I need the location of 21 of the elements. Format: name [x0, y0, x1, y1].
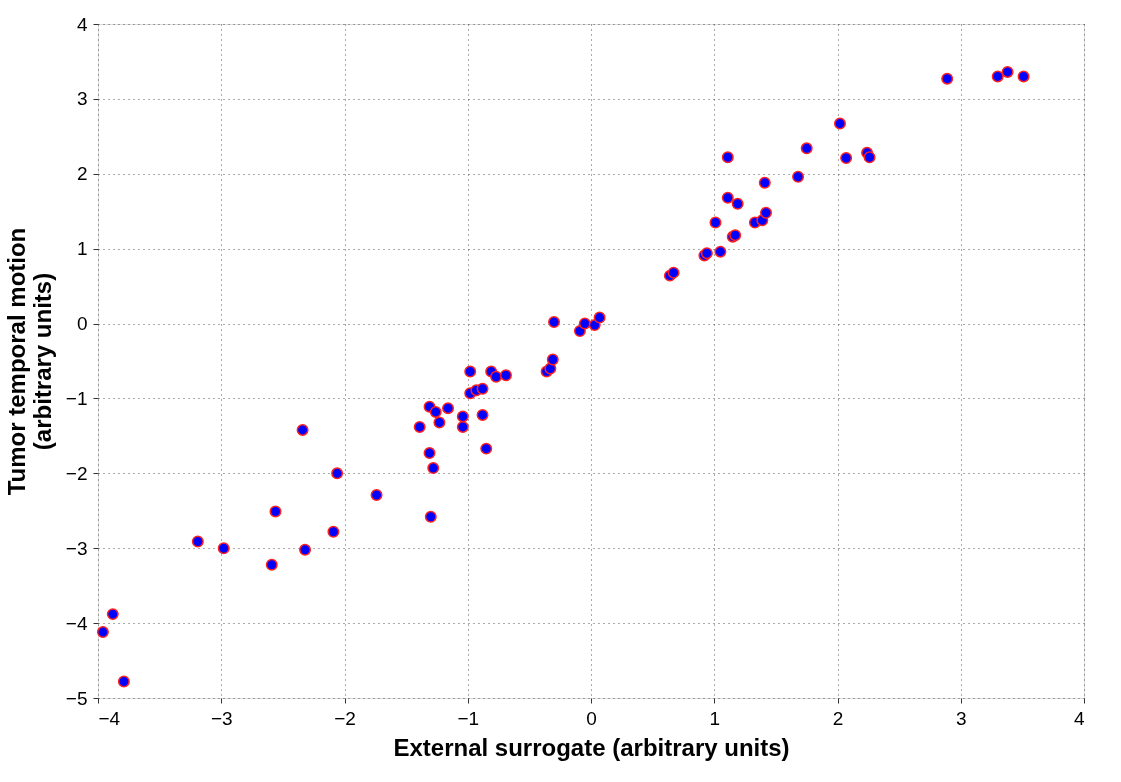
x-tick-label: 4	[1073, 707, 1085, 729]
y-tick-label: 1	[76, 238, 88, 260]
x-tick-label: −2	[334, 707, 356, 729]
y-tick-label: 4	[76, 13, 88, 35]
x-tick-label: 3	[955, 707, 967, 729]
y-tick-label: 0	[76, 313, 88, 335]
y-tick-label: 2	[76, 163, 88, 185]
y-tick-label: −2	[65, 462, 88, 484]
x-tick-label: 2	[832, 707, 844, 729]
y-axis-title: Tumor temporal motion (arbitrary units)	[2, 227, 56, 496]
x-tick-label: 1	[709, 707, 721, 729]
y-tick-label: −5	[65, 687, 88, 709]
x-axis-title: External surrogate (arbitrary units)	[393, 733, 790, 761]
y-tick-label: −1	[65, 387, 88, 409]
x-tick-label: −1	[457, 707, 480, 729]
y-tick-label: −4	[65, 612, 88, 634]
x-tick-label: −3	[210, 707, 233, 729]
y-tick-label: 3	[76, 88, 88, 110]
x-tick-label: 0	[586, 707, 597, 729]
x-tick-label: −4	[98, 707, 121, 729]
y-tick-label: −3	[65, 537, 88, 559]
